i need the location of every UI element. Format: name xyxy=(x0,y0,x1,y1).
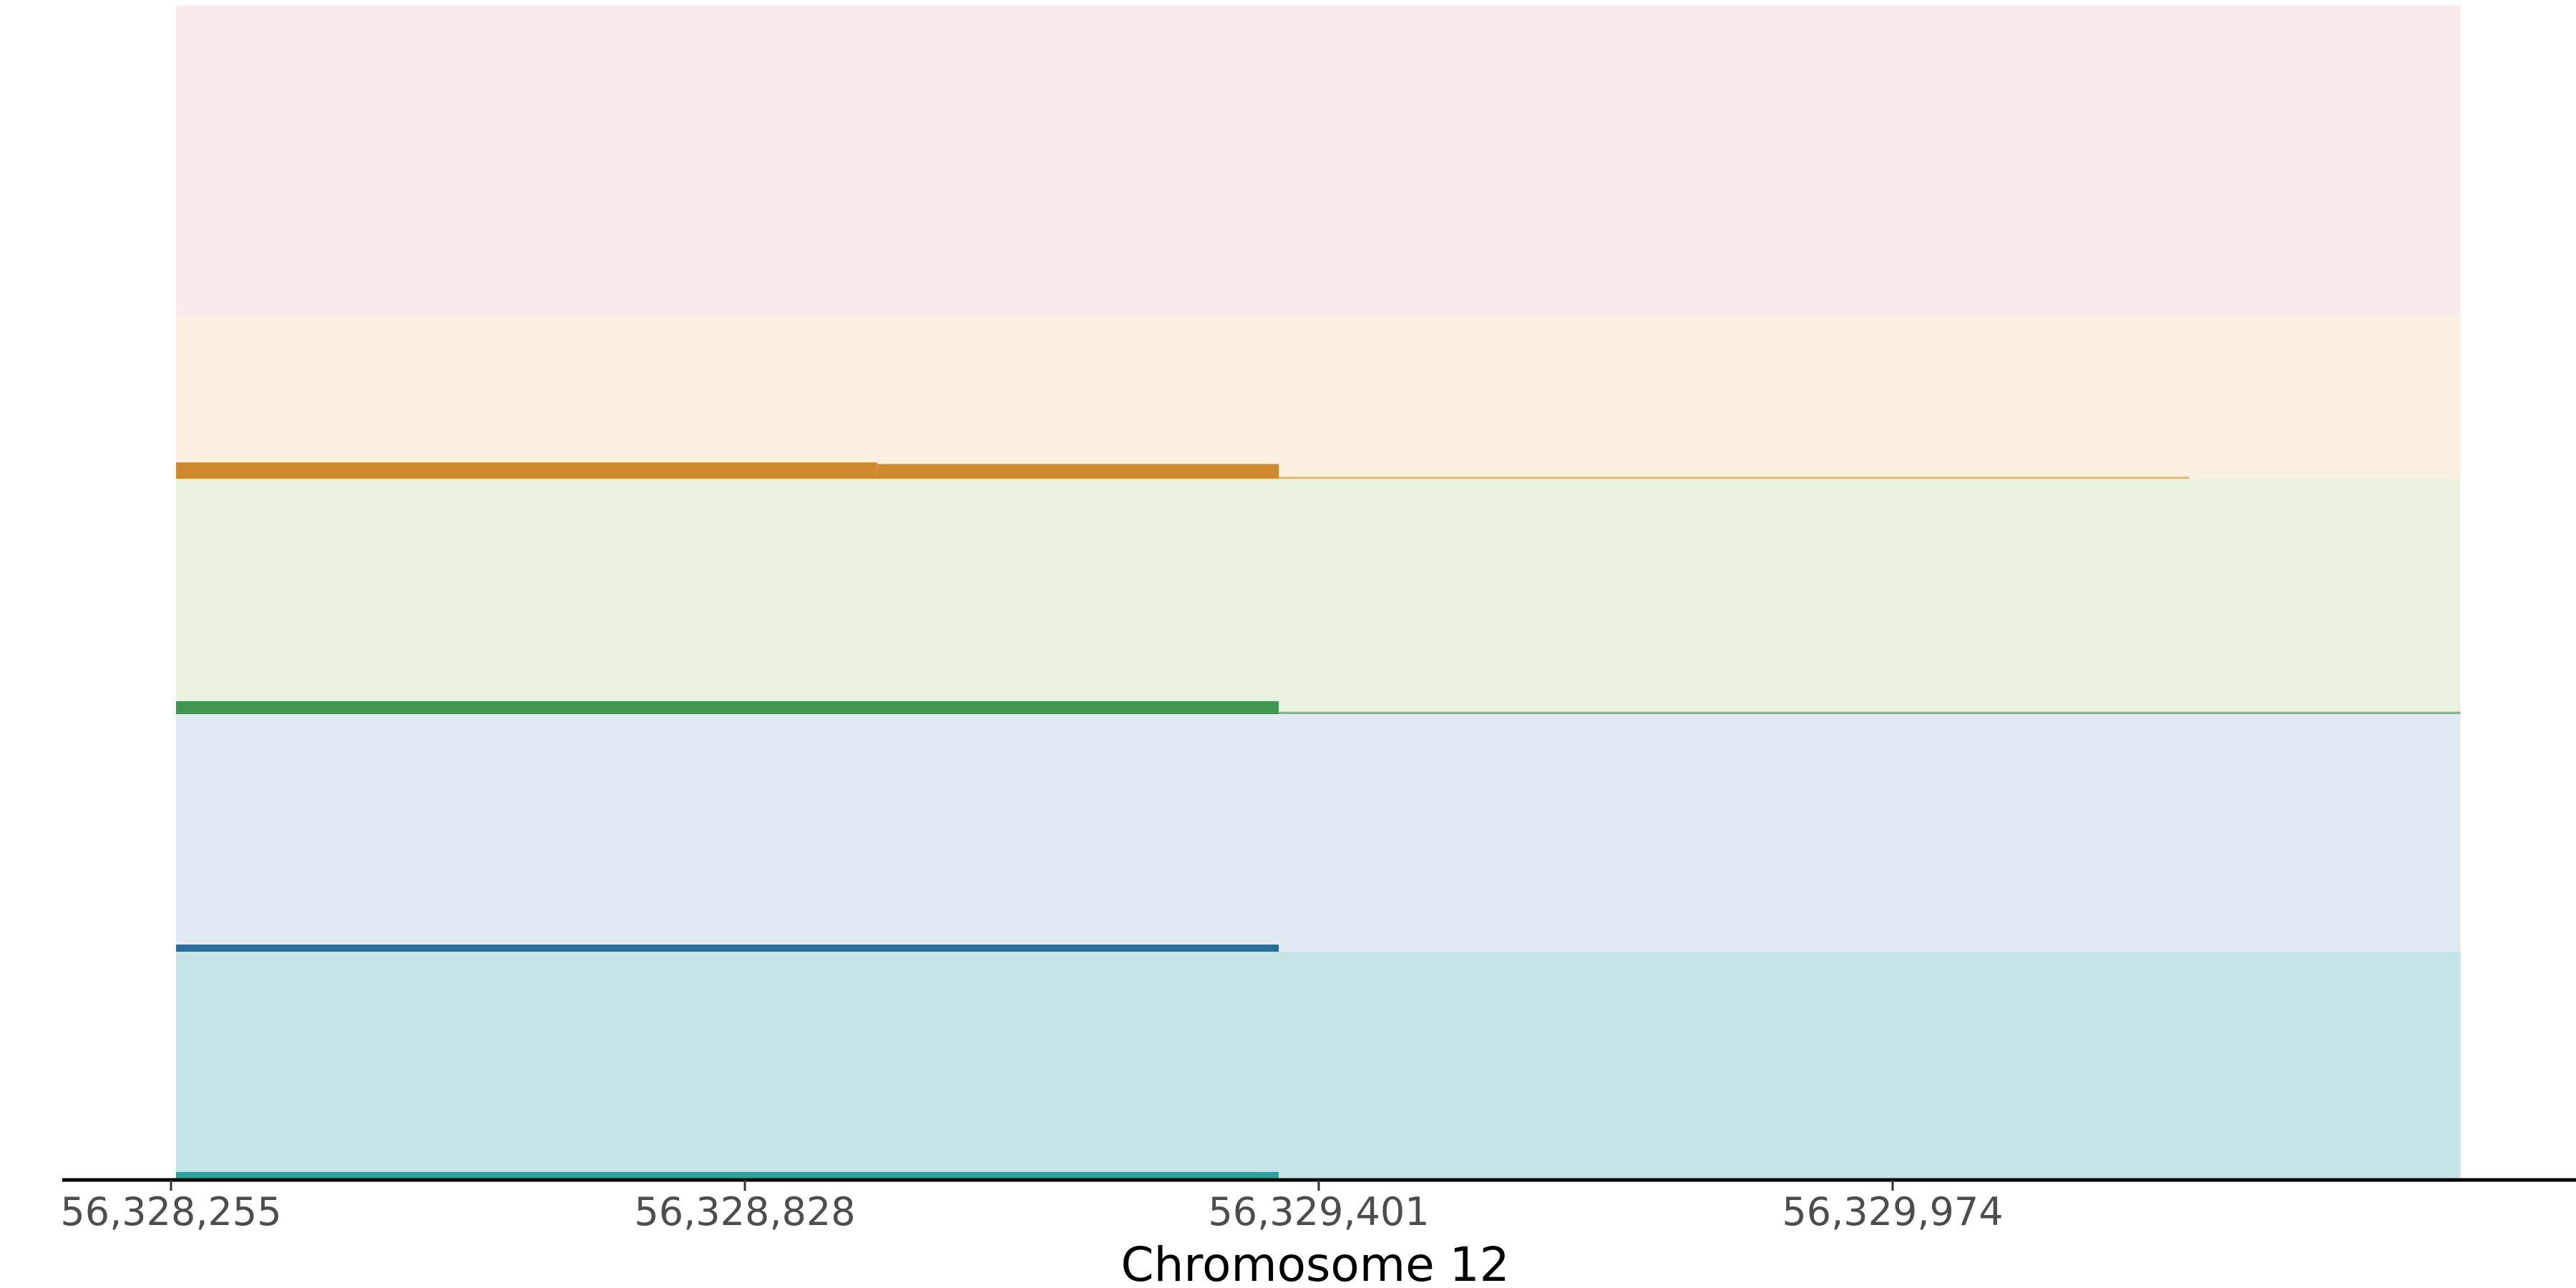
x-tick-label: 56,328,255 xyxy=(60,1189,281,1234)
x-tick-label: 56,328,828 xyxy=(634,1189,855,1234)
track-1-signal-0 xyxy=(175,462,877,479)
track-1-background xyxy=(175,316,2461,479)
track-4-background xyxy=(175,952,2461,1180)
track-2-background xyxy=(175,479,2461,714)
track-0-background xyxy=(175,5,2461,316)
track-1-signal-2 xyxy=(1279,477,2190,479)
track-4-signal-0 xyxy=(175,1171,1279,1180)
track-2-signal-1 xyxy=(1279,711,2461,714)
track-3-background xyxy=(175,714,2461,952)
x-tick-label: 56,329,401 xyxy=(1208,1189,1429,1234)
x-ticks: 56,328,255 56,328,828 56,329,401 56,329,974 xyxy=(60,1180,2004,1234)
track-3-signal-0 xyxy=(175,945,1279,952)
tracks xyxy=(175,5,2461,1180)
track-1-signal-1 xyxy=(877,464,1279,479)
x-tick-label: 56,329,974 xyxy=(1782,1189,2003,1234)
track-2-signal-0 xyxy=(175,701,1279,714)
x-axis-title: Chromosome 12 xyxy=(1121,1237,1509,1288)
